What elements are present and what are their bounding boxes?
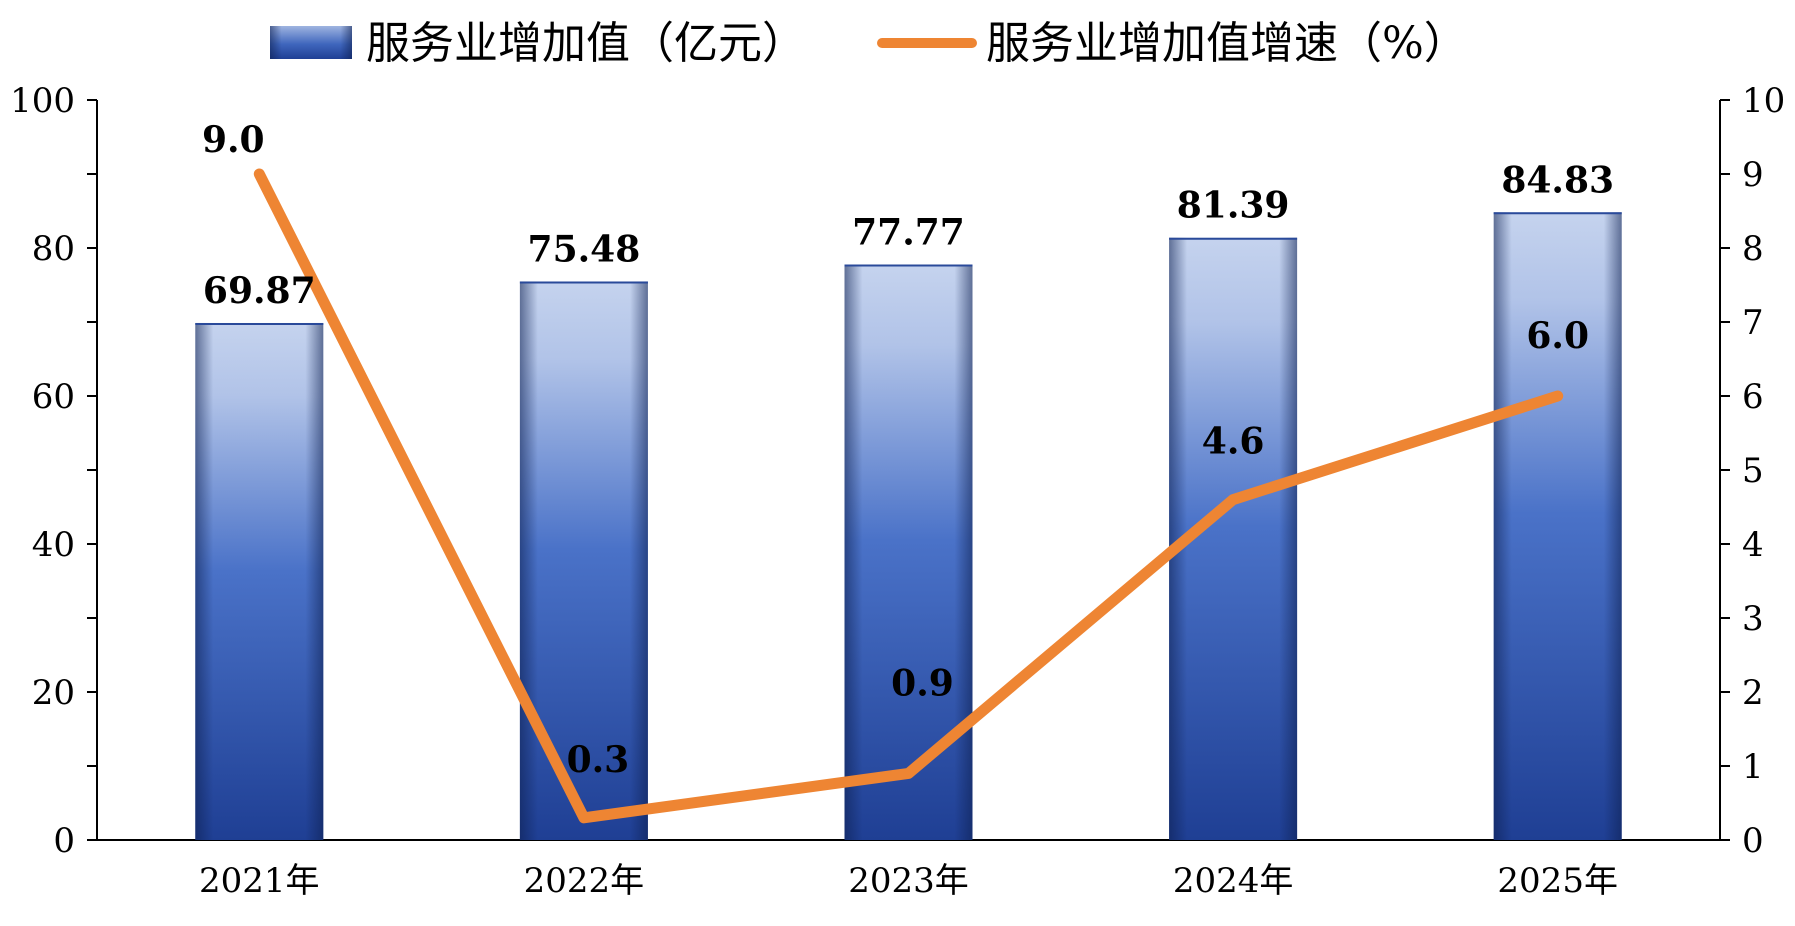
legend-swatch-bar-edges — [270, 26, 352, 59]
bar-edge-shade — [519, 281, 648, 840]
x-axis-category-label: 2022年 — [524, 861, 645, 901]
bar-value-label: 69.87 — [203, 270, 316, 312]
right-axis-tick-label: 5 — [1742, 451, 1764, 491]
legend: 服务业增加值（亿元） 服务业增加值增速（%） — [270, 18, 1468, 69]
left-axis-tick-label: 20 — [32, 673, 75, 713]
growth-line-layer — [253, 168, 1564, 824]
left-axis-tick-label: 80 — [32, 229, 75, 269]
right-axis-tick-label: 1 — [1742, 747, 1764, 787]
right-axis-tick-label: 3 — [1742, 599, 1764, 639]
right-axis-tick-label: 9 — [1742, 155, 1764, 195]
right-axis-tick-label: 2 — [1742, 673, 1764, 713]
bar-value-label: 77.77 — [852, 212, 965, 254]
right-axis-tick-label: 8 — [1742, 229, 1764, 269]
axes: 0 20 40 60 80 100 0 1 2 3 4 5 6 7 8 9 10 2021年 2022年 2023年 2… — [10, 81, 1785, 901]
legend-label-bar: 服务业增加值（亿元） — [366, 18, 806, 69]
left-axis-tick-label: 0 — [53, 821, 75, 861]
x-axis-category-label: 2024年 — [1173, 861, 1294, 901]
line-value-label: 6.0 — [1526, 315, 1589, 357]
line-value-label: 0.3 — [567, 739, 630, 781]
bar-edge-shade — [195, 322, 324, 840]
bar-value-label: 81.39 — [1177, 185, 1290, 227]
bar-value-label: 75.48 — [528, 228, 641, 270]
bar-edge-shade — [844, 264, 973, 840]
right-axis-tick-label: 4 — [1742, 525, 1764, 565]
legend-label-line: 服务业增加值增速（%） — [986, 18, 1468, 69]
growth-rate-line — [253, 168, 1564, 824]
right-axis-tick-label: 6 — [1742, 377, 1764, 417]
bar-value-label: 84.83 — [1501, 159, 1614, 201]
left-axis-tick-label: 60 — [32, 377, 75, 417]
x-axis-category-label: 2025年 — [1497, 861, 1618, 901]
right-axis-tick-label: 10 — [1742, 81, 1785, 121]
left-axis-tick-label: 100 — [10, 81, 75, 121]
data-labels-layer: 69.87 75.48 77.77 81.39 84.83 9.0 0.3 0.9 4.6 6.0 — [202, 119, 1614, 781]
x-axis-category-label: 2021年 — [199, 861, 320, 901]
bars-layer — [195, 212, 1622, 841]
left-axis-tick-label: 40 — [32, 525, 75, 565]
x-axis-category-label: 2023年 — [848, 861, 969, 901]
bar-edge-shade — [1493, 212, 1622, 840]
right-axis-tick-label: 0 — [1742, 821, 1764, 861]
right-axis-tick-label: 7 — [1742, 303, 1764, 343]
line-value-label: 0.9 — [891, 662, 954, 704]
line-value-label: 9.0 — [202, 119, 265, 161]
line-value-label: 4.6 — [1202, 421, 1265, 463]
